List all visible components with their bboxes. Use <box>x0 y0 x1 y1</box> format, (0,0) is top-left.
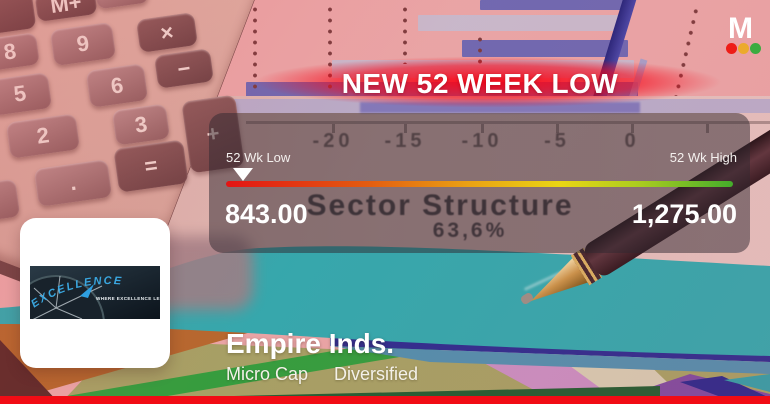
price-marker-icon <box>233 168 253 181</box>
chart-bar <box>418 15 620 31</box>
brand-dot-red <box>726 43 737 54</box>
logo-tagline: WHERE EXCELLENCE LEADS <box>96 296 160 301</box>
low-label: 52 Wk Low <box>226 150 291 165</box>
company-name: Empire Inds. <box>226 328 395 359</box>
footer-accent-bar <box>0 396 770 404</box>
calculator-key: 3 <box>111 103 171 146</box>
chart-bar <box>480 0 632 10</box>
brand-dot-green <box>750 43 761 54</box>
market-cap-tag: Micro Cap <box>226 364 309 384</box>
company-logo-card: EXCELLENCE WHERE EXCELLENCE LEADS <box>20 218 170 368</box>
brand-dot-amber <box>738 43 749 54</box>
dotted-gridline <box>477 34 483 64</box>
sector-tag: Diversified <box>334 364 419 384</box>
low-value: 843.00 <box>225 199 308 229</box>
dotted-gridline <box>402 4 408 64</box>
brand-logo-letter: M <box>728 12 753 45</box>
range-panel: 52 Wk Low 52 Wk High 843.00 1,275.00 <box>209 113 750 253</box>
range-gradient-bar <box>226 181 733 187</box>
banner-glow <box>208 50 768 114</box>
dotted-gridline <box>252 4 258 94</box>
company-logo: EXCELLENCE WHERE EXCELLENCE LEADS <box>30 266 160 319</box>
company-tags: Micro Cap Diversified <box>226 364 418 385</box>
banner-title: NEW 52 WEEK LOW <box>341 68 619 99</box>
dotted-gridline <box>327 4 333 92</box>
high-label: 52 Wk High <box>669 150 737 165</box>
high-value: 1,275.00 <box>631 199 737 229</box>
